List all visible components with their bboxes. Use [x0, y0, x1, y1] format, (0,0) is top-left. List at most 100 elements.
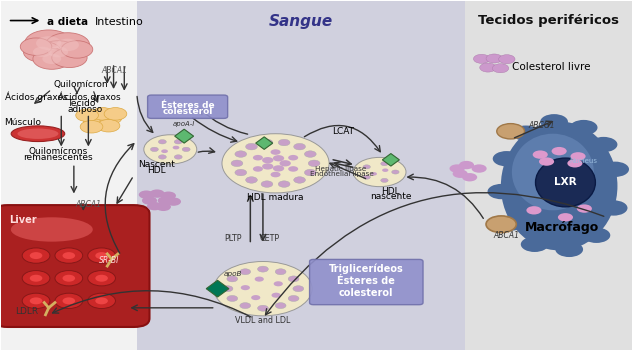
Text: ABCG1: ABCG1 [528, 121, 555, 131]
Text: VLDL and LDL: VLDL and LDL [235, 316, 291, 325]
Circle shape [88, 248, 115, 263]
Text: Sangue: Sangue [269, 14, 333, 28]
Text: LCAT: LCAT [332, 127, 354, 137]
Circle shape [271, 149, 281, 155]
Circle shape [526, 206, 542, 214]
Circle shape [156, 203, 171, 211]
Circle shape [251, 295, 260, 300]
Circle shape [22, 293, 50, 309]
Circle shape [459, 161, 474, 169]
Circle shape [308, 160, 320, 167]
Circle shape [498, 215, 526, 231]
Circle shape [567, 159, 582, 167]
Circle shape [499, 55, 515, 64]
Circle shape [293, 144, 306, 150]
Text: Nascent: Nascent [138, 160, 175, 169]
Circle shape [471, 164, 487, 173]
Circle shape [353, 157, 406, 187]
Circle shape [235, 151, 247, 157]
Circle shape [38, 41, 78, 63]
Circle shape [20, 38, 52, 55]
Circle shape [63, 275, 75, 282]
Circle shape [363, 175, 371, 179]
Circle shape [55, 248, 83, 263]
Text: Nucleus: Nucleus [569, 158, 597, 164]
Text: PLTP: PLTP [225, 234, 242, 243]
Text: HDL madura: HDL madura [248, 193, 304, 202]
FancyBboxPatch shape [464, 1, 632, 350]
Circle shape [161, 192, 176, 200]
Circle shape [275, 269, 286, 275]
Circle shape [278, 139, 290, 146]
Polygon shape [175, 129, 193, 143]
Circle shape [533, 151, 548, 159]
FancyBboxPatch shape [1, 1, 137, 350]
Circle shape [173, 146, 179, 150]
Circle shape [95, 252, 108, 259]
Circle shape [279, 160, 291, 166]
Circle shape [22, 271, 50, 286]
Circle shape [473, 54, 490, 64]
Ellipse shape [501, 121, 618, 250]
Text: SR-BI: SR-BI [99, 256, 119, 265]
FancyBboxPatch shape [0, 205, 149, 327]
Circle shape [258, 266, 269, 272]
Circle shape [45, 33, 89, 57]
Circle shape [262, 157, 274, 163]
Circle shape [261, 139, 273, 146]
Circle shape [104, 108, 127, 120]
Circle shape [246, 177, 257, 183]
Text: remanescentes: remanescentes [24, 153, 93, 162]
Circle shape [590, 137, 618, 152]
Circle shape [452, 170, 468, 178]
Circle shape [95, 297, 108, 304]
Polygon shape [256, 137, 272, 150]
Text: Ácidos graxos: Ácidos graxos [58, 91, 121, 101]
FancyBboxPatch shape [147, 95, 228, 118]
Circle shape [33, 48, 71, 69]
Text: Ésteres de: Ésteres de [338, 276, 395, 286]
Circle shape [139, 191, 154, 199]
Text: ABCA1: ABCA1 [494, 231, 519, 240]
Circle shape [275, 303, 286, 309]
Circle shape [381, 161, 388, 166]
Circle shape [493, 151, 521, 166]
Circle shape [600, 200, 628, 216]
Circle shape [392, 170, 399, 174]
Text: colesterol: colesterol [339, 288, 394, 298]
Circle shape [497, 124, 524, 139]
Circle shape [55, 293, 83, 309]
Circle shape [147, 202, 162, 210]
Circle shape [246, 144, 257, 150]
Circle shape [371, 172, 377, 176]
Text: HDL: HDL [382, 187, 400, 196]
Text: CETP: CETP [260, 234, 280, 243]
Circle shape [278, 181, 290, 187]
Ellipse shape [17, 128, 59, 139]
Circle shape [240, 303, 251, 309]
Circle shape [222, 134, 329, 193]
Circle shape [97, 119, 120, 132]
Text: ABCA1: ABCA1 [101, 66, 127, 75]
Text: Tecido: Tecido [68, 99, 96, 108]
Circle shape [253, 166, 263, 172]
Ellipse shape [535, 158, 595, 207]
Circle shape [214, 261, 312, 316]
Circle shape [512, 126, 540, 141]
Circle shape [288, 166, 298, 172]
Circle shape [304, 169, 316, 176]
Circle shape [271, 172, 281, 177]
Circle shape [174, 140, 182, 144]
FancyBboxPatch shape [137, 1, 464, 350]
Text: Ésteres de: Ésteres de [161, 101, 215, 110]
Circle shape [381, 178, 388, 183]
Text: apoB: apoB [224, 271, 242, 278]
Circle shape [33, 47, 52, 57]
Circle shape [158, 197, 173, 205]
Polygon shape [382, 153, 399, 166]
Circle shape [22, 248, 50, 263]
Text: Hepatic lipase: Hepatic lipase [315, 166, 366, 172]
Text: Colesterol livre: Colesterol livre [512, 62, 590, 72]
Circle shape [222, 286, 233, 292]
Circle shape [91, 108, 114, 120]
